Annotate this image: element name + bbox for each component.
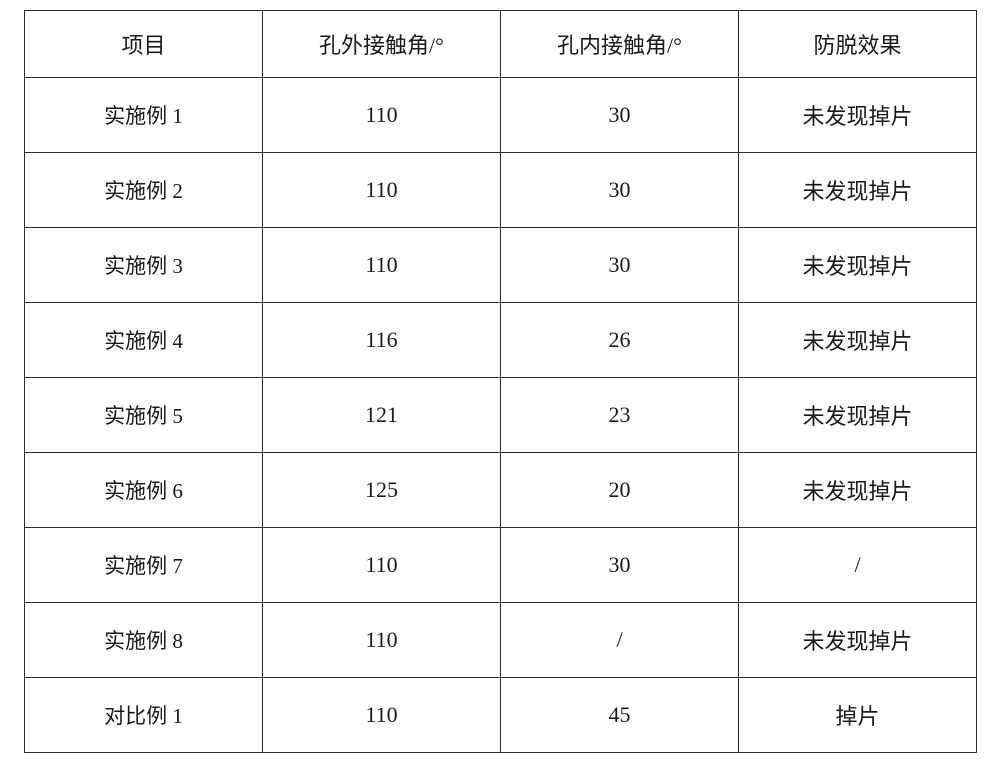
cell-inner: 30 (501, 228, 739, 303)
table-body: 实施例 1 110 30 未发现掉片 实施例 2 110 30 未发现掉片 实施… (25, 78, 977, 753)
cell-inner: 20 (501, 453, 739, 528)
cell-item: 实施例 2 (25, 153, 263, 228)
cell-inner: / (501, 603, 739, 678)
cell-inner: 30 (501, 153, 739, 228)
cell-outer: 116 (263, 303, 501, 378)
cell-outer: 110 (263, 528, 501, 603)
cell-outer: 110 (263, 603, 501, 678)
cell-inner: 30 (501, 528, 739, 603)
col-header-outer-angle: 孔外接触角/° (263, 11, 501, 78)
table-row: 实施例 5 121 23 未发现掉片 (25, 378, 977, 453)
cell-item: 实施例 1 (25, 78, 263, 153)
cell-inner: 45 (501, 678, 739, 753)
cell-item: 实施例 5 (25, 378, 263, 453)
cell-result: 未发现掉片 (739, 78, 977, 153)
cell-inner: 23 (501, 378, 739, 453)
cell-result: 未发现掉片 (739, 303, 977, 378)
cell-result: 掉片 (739, 678, 977, 753)
cell-item: 实施例 6 (25, 453, 263, 528)
col-header-item: 项目 (25, 11, 263, 78)
cell-outer: 110 (263, 678, 501, 753)
cell-result: 未发现掉片 (739, 153, 977, 228)
cell-outer: 110 (263, 153, 501, 228)
data-table: 项目 孔外接触角/° 孔内接触角/° 防脱效果 实施例 1 110 30 未发现… (24, 10, 977, 753)
cell-item: 实施例 7 (25, 528, 263, 603)
cell-result: 未发现掉片 (739, 603, 977, 678)
cell-outer: 125 (263, 453, 501, 528)
cell-item: 实施例 8 (25, 603, 263, 678)
table-row: 实施例 8 110 / 未发现掉片 (25, 603, 977, 678)
cell-item: 实施例 4 (25, 303, 263, 378)
cell-result: 未发现掉片 (739, 228, 977, 303)
cell-item: 对比例 1 (25, 678, 263, 753)
cell-inner: 26 (501, 303, 739, 378)
cell-outer: 110 (263, 228, 501, 303)
table-row: 实施例 7 110 30 / (25, 528, 977, 603)
table-row: 实施例 1 110 30 未发现掉片 (25, 78, 977, 153)
cell-result: / (739, 528, 977, 603)
cell-result: 未发现掉片 (739, 453, 977, 528)
col-header-inner-angle: 孔内接触角/° (501, 11, 739, 78)
table-row: 对比例 1 110 45 掉片 (25, 678, 977, 753)
cell-outer: 110 (263, 78, 501, 153)
col-header-result: 防脱效果 (739, 11, 977, 78)
cell-inner: 30 (501, 78, 739, 153)
page-container: 项目 孔外接触角/° 孔内接触角/° 防脱效果 实施例 1 110 30 未发现… (0, 0, 1000, 767)
cell-outer: 121 (263, 378, 501, 453)
table-row: 实施例 2 110 30 未发现掉片 (25, 153, 977, 228)
table-row: 实施例 3 110 30 未发现掉片 (25, 228, 977, 303)
table-header-row: 项目 孔外接触角/° 孔内接触角/° 防脱效果 (25, 11, 977, 78)
table-row: 实施例 6 125 20 未发现掉片 (25, 453, 977, 528)
cell-item: 实施例 3 (25, 228, 263, 303)
table-row: 实施例 4 116 26 未发现掉片 (25, 303, 977, 378)
table-header: 项目 孔外接触角/° 孔内接触角/° 防脱效果 (25, 11, 977, 78)
cell-result: 未发现掉片 (739, 378, 977, 453)
